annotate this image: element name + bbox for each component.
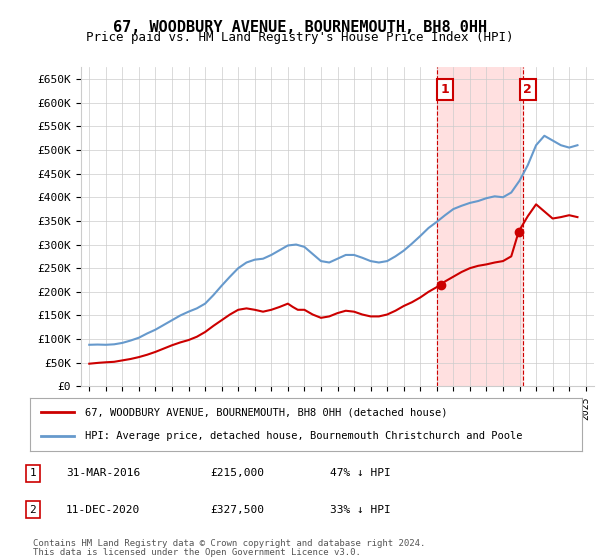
Text: 1: 1 bbox=[440, 83, 449, 96]
Text: Price paid vs. HM Land Registry's House Price Index (HPI): Price paid vs. HM Land Registry's House … bbox=[86, 31, 514, 44]
Text: 2: 2 bbox=[523, 83, 532, 96]
Text: 31-MAR-2016: 31-MAR-2016 bbox=[66, 468, 140, 478]
Text: Contains HM Land Registry data © Crown copyright and database right 2024.: Contains HM Land Registry data © Crown c… bbox=[33, 539, 425, 548]
Text: 33% ↓ HPI: 33% ↓ HPI bbox=[330, 505, 391, 515]
Text: 47% ↓ HPI: 47% ↓ HPI bbox=[330, 468, 391, 478]
Text: 67, WOODBURY AVENUE, BOURNEMOUTH, BH8 0HH (detached house): 67, WOODBURY AVENUE, BOURNEMOUTH, BH8 0H… bbox=[85, 408, 448, 418]
Text: 1: 1 bbox=[29, 468, 37, 478]
Text: 11-DEC-2020: 11-DEC-2020 bbox=[66, 505, 140, 515]
Bar bbox=[437, 67, 523, 386]
Text: 67, WOODBURY AVENUE, BOURNEMOUTH, BH8 0HH: 67, WOODBURY AVENUE, BOURNEMOUTH, BH8 0H… bbox=[113, 20, 487, 35]
Text: HPI: Average price, detached house, Bournemouth Christchurch and Poole: HPI: Average price, detached house, Bour… bbox=[85, 431, 523, 441]
Text: 2: 2 bbox=[29, 505, 37, 515]
Text: £215,000: £215,000 bbox=[210, 468, 264, 478]
Text: £327,500: £327,500 bbox=[210, 505, 264, 515]
Text: This data is licensed under the Open Government Licence v3.0.: This data is licensed under the Open Gov… bbox=[33, 548, 361, 557]
